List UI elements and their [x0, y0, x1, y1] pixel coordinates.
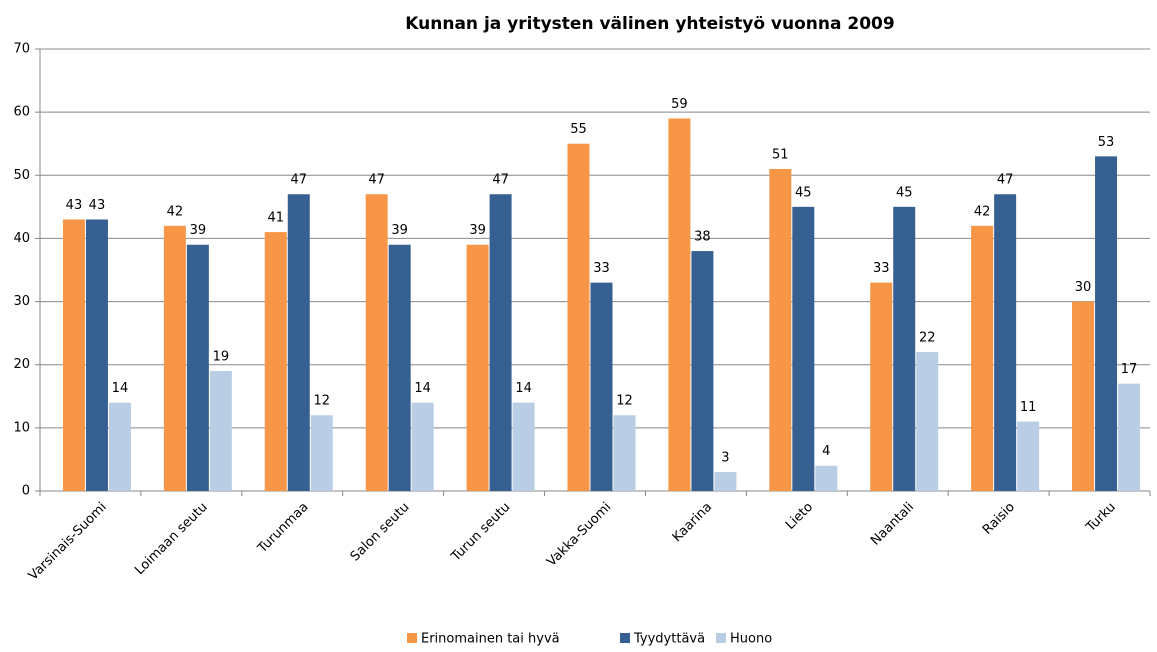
bar	[1072, 301, 1095, 491]
x-tick-label: Turunmaa	[255, 500, 312, 557]
data-label: 39	[190, 223, 207, 238]
legend-label: Erinomainen tai hyvä	[421, 632, 560, 647]
data-label: 33	[593, 261, 610, 276]
y-tick-label: 20	[13, 357, 30, 372]
data-label: 45	[896, 185, 913, 200]
bar	[769, 168, 792, 491]
bar	[264, 232, 287, 491]
data-label: 47	[290, 173, 307, 188]
data-label: 14	[414, 381, 431, 396]
legend-label: Tyydyttävä	[633, 632, 705, 647]
bar	[365, 194, 388, 491]
y-tick-label: 0	[22, 484, 30, 499]
bar	[512, 402, 535, 491]
y-tick-label: 70	[13, 42, 30, 57]
data-label: 3	[721, 451, 729, 466]
bar	[163, 225, 186, 492]
data-label: 43	[66, 198, 83, 213]
legend-swatch	[716, 633, 726, 643]
bar	[916, 352, 939, 491]
x-tick-label: Varsinais-Suomi	[26, 500, 110, 584]
bar	[411, 402, 434, 491]
bar	[815, 465, 838, 491]
bar	[388, 244, 411, 491]
y-tick-label: 60	[13, 105, 30, 120]
data-label: 19	[213, 350, 230, 365]
y-tick-label: 50	[13, 168, 30, 183]
bar	[1095, 156, 1118, 492]
data-label: 53	[1098, 135, 1115, 150]
data-label: 38	[694, 230, 711, 245]
x-tick-label: Loimaan seutu	[132, 500, 210, 578]
y-tick-label: 10	[13, 420, 30, 435]
data-label: 43	[89, 198, 106, 213]
x-tick-label: Lieto	[783, 500, 816, 533]
x-tick-label: Turku	[1083, 500, 1119, 536]
data-label: 12	[616, 394, 633, 409]
data-label: 47	[997, 173, 1014, 188]
data-label: 11	[1020, 400, 1037, 415]
x-tick-label: Salon seutu	[348, 500, 413, 565]
data-label: 42	[974, 204, 991, 219]
bar	[691, 251, 714, 491]
data-label: 59	[671, 97, 688, 112]
bar	[870, 282, 893, 491]
data-label: 30	[1075, 280, 1092, 295]
data-label: 33	[873, 261, 890, 276]
data-label: 39	[469, 223, 486, 238]
bar	[1118, 383, 1141, 491]
data-label: 14	[112, 381, 129, 396]
data-label: 14	[515, 381, 532, 396]
x-tick-label: Vakka-Suomi	[544, 500, 614, 570]
data-label: 41	[267, 211, 284, 226]
bar	[567, 143, 590, 491]
bar	[310, 415, 333, 491]
data-label: 17	[1121, 362, 1138, 377]
data-label: 45	[795, 185, 812, 200]
bar	[209, 371, 232, 491]
data-label: 39	[391, 223, 408, 238]
bar	[613, 415, 636, 491]
bar	[186, 244, 209, 491]
bar	[62, 219, 85, 491]
legend-label: Huono	[730, 632, 772, 647]
data-label: 4	[822, 444, 830, 459]
x-tick-label: Turun seutu	[448, 500, 513, 565]
bar	[792, 206, 815, 491]
x-tick-label: Raisio	[980, 500, 1018, 538]
y-tick-label: 40	[13, 231, 30, 246]
bar	[971, 225, 994, 492]
data-label: 51	[772, 147, 789, 162]
x-tick-label: Naantali	[868, 500, 917, 549]
data-label: 47	[492, 173, 509, 188]
data-label: 22	[919, 331, 936, 346]
data-label: 42	[167, 204, 184, 219]
data-label: 47	[368, 173, 385, 188]
bar	[893, 206, 916, 491]
bar	[108, 402, 131, 491]
bar	[590, 282, 613, 491]
bar	[287, 194, 310, 491]
bar	[668, 118, 691, 491]
x-tick-label: Kaarina	[670, 500, 716, 546]
bar	[1017, 421, 1040, 491]
chart-title: Kunnan ja yritysten välinen yhteistyö vu…	[405, 14, 894, 34]
legend-swatch	[620, 633, 630, 643]
bar	[994, 194, 1017, 491]
y-tick-label: 30	[13, 294, 30, 309]
bar	[489, 194, 512, 491]
data-label: 12	[313, 394, 330, 409]
bar	[85, 219, 108, 491]
bar	[714, 472, 737, 491]
data-label: 55	[570, 122, 587, 137]
legend-swatch	[407, 633, 417, 643]
bar	[466, 244, 489, 491]
